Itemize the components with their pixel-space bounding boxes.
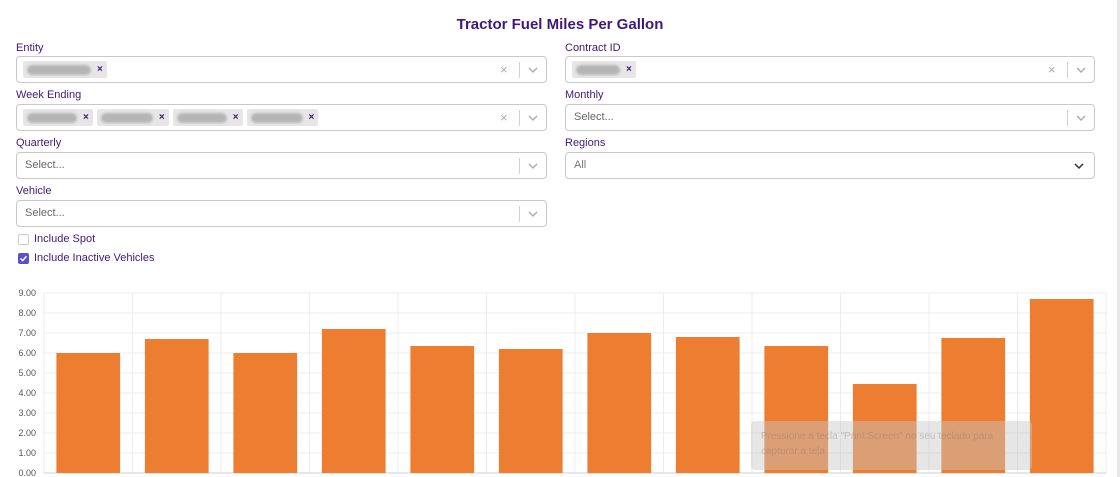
page-title: Tractor Fuel Miles Per Gallon [456, 16, 664, 33]
bar [587, 333, 652, 473]
y-tick-label: 2.00 [18, 428, 36, 438]
select-separator [519, 158, 520, 174]
y-tick-label: 4.00 [18, 388, 36, 398]
chevron-down-icon[interactable] [1072, 159, 1086, 173]
monthly-select[interactable]: Select... [565, 104, 1095, 131]
redacted-value [27, 112, 77, 123]
redacted-value [250, 112, 303, 123]
toast-line-1: Pressione a tecla "Print Screen" no seu … [761, 431, 994, 442]
select-separator [519, 206, 520, 222]
chevron-down-icon[interactable] [1074, 111, 1088, 125]
remove-chip-icon[interactable]: × [232, 112, 239, 123]
select-separator [519, 62, 520, 78]
entity-chip: × [23, 61, 107, 78]
bar [1029, 299, 1094, 473]
include-spot-label: Include Spot [34, 233, 96, 245]
check-icon [19, 255, 28, 262]
regions-label: Regions [565, 137, 606, 149]
vehicle-select[interactable]: Select... [16, 200, 547, 227]
y-tick-label: 0.00 [18, 468, 36, 477]
bar [498, 349, 563, 473]
remove-chip-icon[interactable]: × [626, 64, 632, 75]
y-tick-label: 9.00 [18, 288, 36, 298]
week-ending-select[interactable]: × × × × × [16, 104, 547, 131]
week-ending-chip: × [23, 109, 93, 126]
y-tick-label: 5.00 [18, 368, 36, 378]
week-ending-chip: × [246, 109, 319, 126]
y-tick-label: 1.00 [18, 448, 36, 458]
regions-select[interactable]: All [565, 152, 1095, 179]
week-ending-chip: × [172, 109, 243, 126]
chevron-down-icon[interactable] [1074, 63, 1088, 77]
y-tick-label: 7.00 [18, 328, 36, 338]
chevron-down-icon[interactable] [526, 159, 540, 173]
contract-id-label: Contract ID [565, 42, 621, 54]
include-inactive-checkbox[interactable] [18, 253, 29, 264]
chevron-down-icon[interactable] [526, 207, 540, 221]
bar [410, 346, 475, 473]
select-separator [1067, 110, 1068, 126]
remove-chip-icon[interactable]: × [308, 112, 315, 123]
chevron-down-icon[interactable] [526, 63, 540, 77]
entity-label: Entity [16, 42, 44, 54]
include-spot-checkbox[interactable] [18, 234, 29, 245]
y-tick-label: 6.00 [18, 348, 36, 358]
monthly-label: Monthly [565, 89, 604, 101]
bar [233, 353, 298, 473]
redacted-value [176, 112, 227, 123]
clear-icon[interactable]: × [500, 110, 508, 125]
toast-line-2: capturar a tela [761, 446, 825, 457]
bar [56, 353, 121, 473]
clear-icon[interactable]: × [500, 62, 508, 77]
monthly-placeholder: Select... [574, 111, 614, 123]
redacted-value [27, 64, 91, 75]
remove-chip-icon[interactable]: × [83, 112, 89, 123]
screenshot-toast: Pressione a tecla "Print Screen" no seu … [751, 421, 1032, 470]
y-tick-label: 3.00 [18, 408, 36, 418]
redacted-value [100, 112, 153, 123]
include-inactive-label: Include Inactive Vehicles [34, 252, 155, 264]
y-tick-label: 8.00 [18, 308, 36, 318]
quarterly-placeholder: Select... [25, 159, 65, 171]
contract-id-select[interactable]: × × [565, 56, 1095, 83]
bar [675, 337, 740, 473]
vehicle-label: Vehicle [16, 185, 52, 197]
week-ending-chip: × [96, 109, 169, 126]
quarterly-label: Quarterly [16, 137, 62, 149]
page-scrollbar[interactable] [1117, 0, 1120, 477]
bar [321, 329, 386, 473]
entity-select[interactable]: × × [16, 56, 547, 83]
regions-value: All [574, 159, 587, 171]
remove-chip-icon[interactable]: × [97, 64, 103, 75]
contract-id-chip: × [572, 61, 636, 78]
redacted-value [576, 64, 620, 75]
vehicle-placeholder: Select... [25, 207, 65, 219]
select-separator [1067, 62, 1068, 78]
clear-icon[interactable]: × [1048, 62, 1056, 77]
select-separator [519, 110, 520, 126]
bar [144, 339, 209, 473]
quarterly-select[interactable]: Select... [16, 152, 547, 179]
remove-chip-icon[interactable]: × [158, 112, 165, 123]
week-ending-label: Week Ending [16, 89, 82, 101]
chevron-down-icon[interactable] [526, 111, 540, 125]
